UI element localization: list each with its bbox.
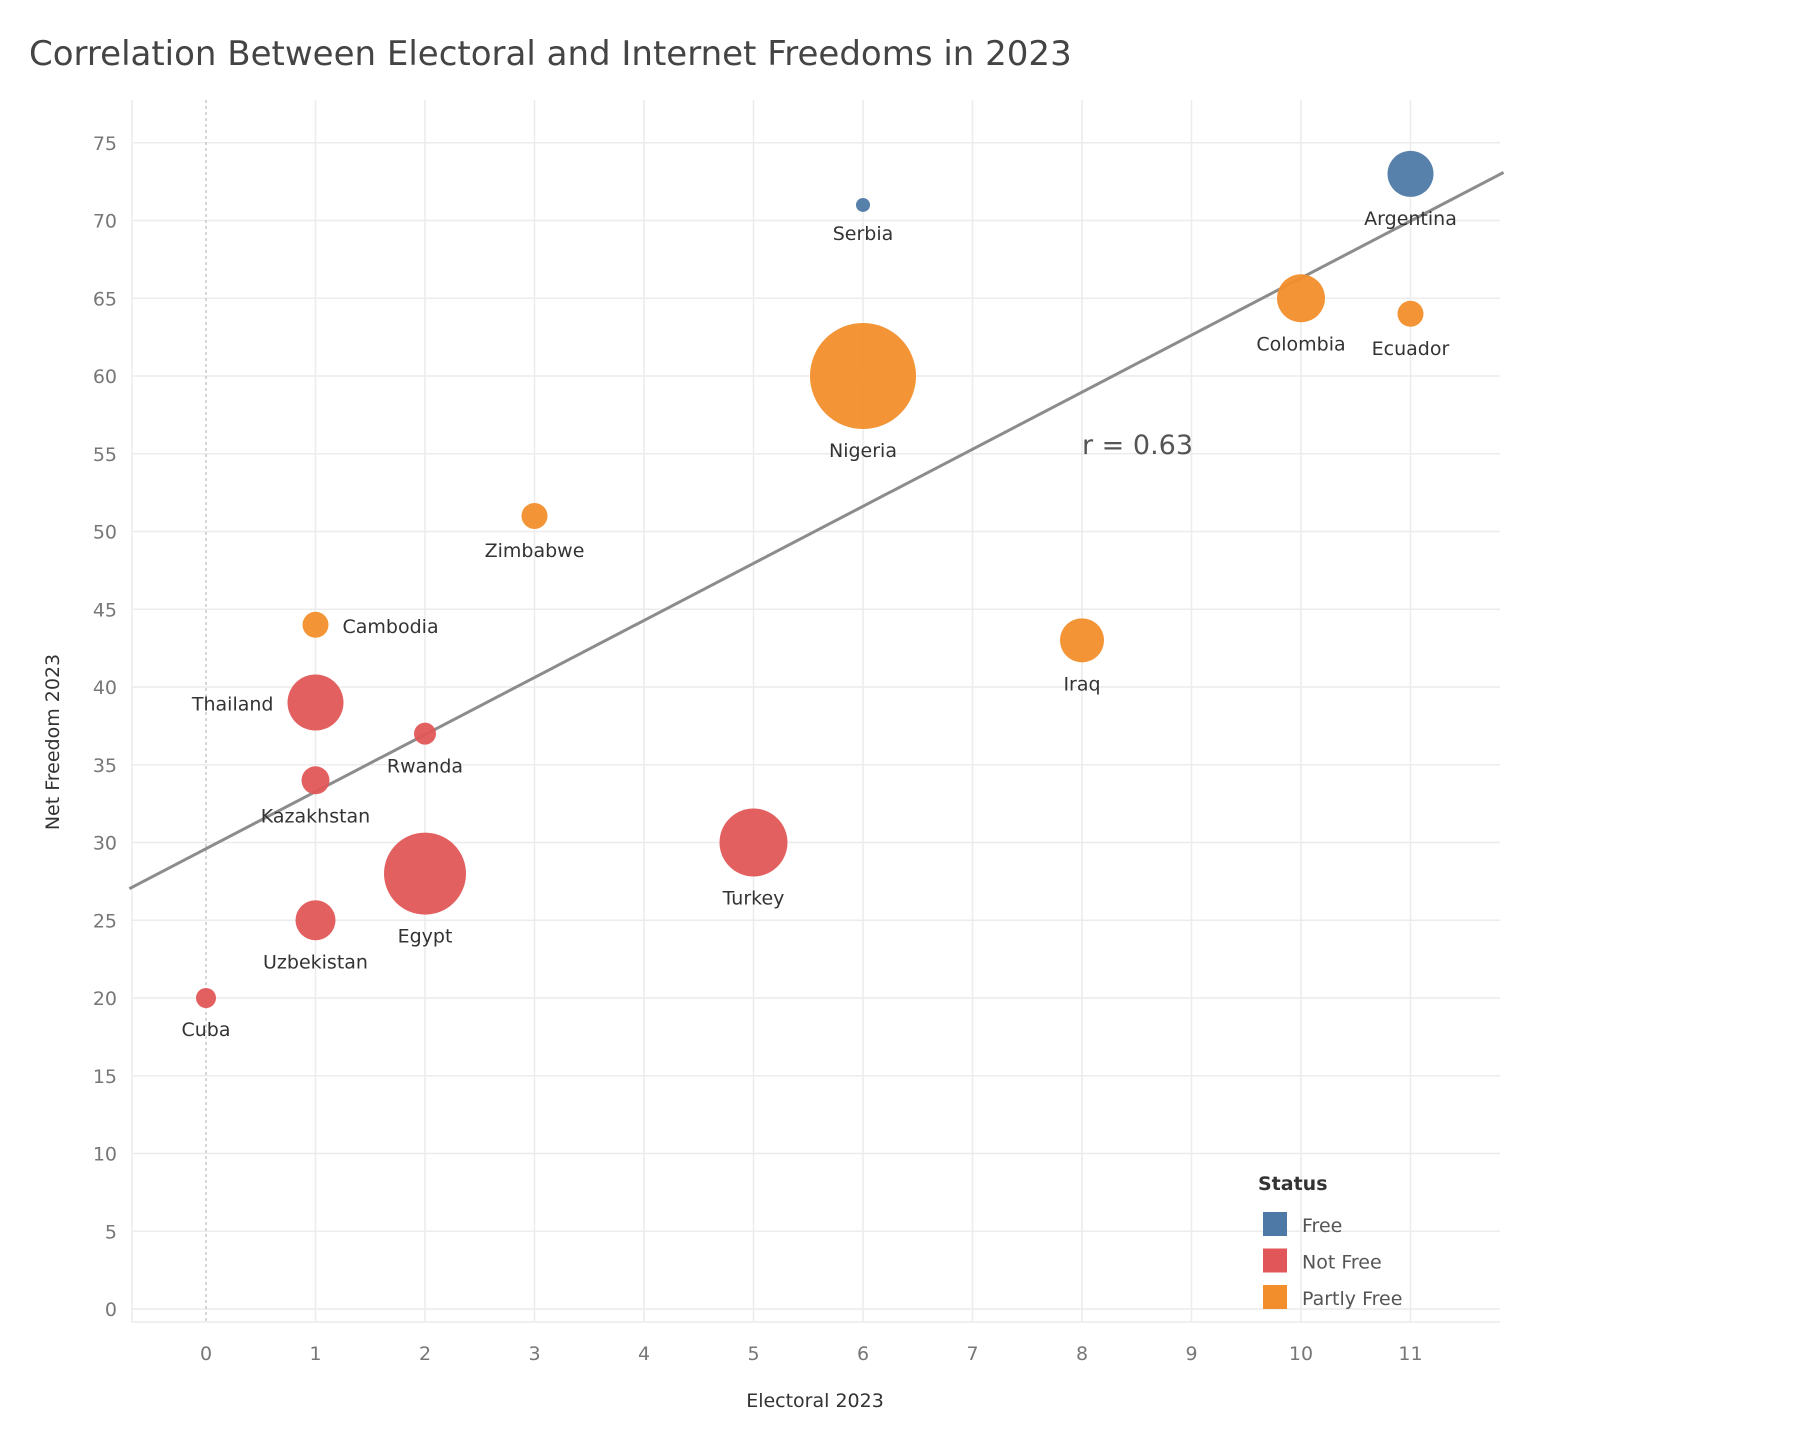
axes-layer: Electoral 2023 Net Freedom 2023 r = 0.63… (42, 133, 1423, 1412)
legend-label-not-free: Not Free (1302, 1252, 1382, 1274)
y-tick-label: 70 (93, 211, 117, 233)
point-iraq (1060, 618, 1104, 663)
x-axis-label: Electoral 2023 (746, 1390, 884, 1412)
y-tick-label: 75 (93, 133, 117, 155)
correlation-annotation: r = 0.63 (1082, 430, 1193, 461)
label-colombia: Colombia (1256, 333, 1345, 355)
label-iraq: Iraq (1063, 673, 1100, 695)
legend-title: Status (1258, 1173, 1328, 1195)
legend-swatch-partly-free (1263, 1285, 1287, 1309)
label-thailand: Thailand (191, 694, 274, 716)
label-uzbekistan: Uzbekistan (263, 951, 368, 973)
label-rwanda: Rwanda (387, 756, 463, 778)
point-colombia (1277, 274, 1325, 323)
y-tick-label: 25 (93, 910, 117, 932)
y-tick-label: 40 (93, 677, 117, 699)
y-tick-label: 50 (93, 522, 117, 544)
x-tick-label: 0 (200, 1343, 212, 1365)
y-tick-label: 15 (93, 1066, 117, 1088)
label-argentina: Argentina (1364, 208, 1457, 230)
legend-swatch-not-free (1263, 1248, 1287, 1273)
trendline-layer (128, 171, 1505, 890)
label-cuba: Cuba (181, 1019, 230, 1041)
point-thailand (287, 674, 344, 731)
x-tick-label: 5 (747, 1343, 759, 1365)
x-tick-label: 7 (966, 1343, 978, 1365)
legend: Status Free Not Free Partly Free (1258, 1173, 1402, 1310)
y-tick-label: 60 (93, 366, 117, 388)
point-egypt (384, 832, 466, 915)
point-turkey (719, 808, 788, 877)
y-axis-label: Net Freedom 2023 (42, 654, 64, 830)
label-egypt: Egypt (398, 926, 453, 948)
legend-label-partly-free: Partly Free (1302, 1288, 1402, 1310)
point-kazakhstan (301, 766, 330, 795)
chart-title: Correlation Between Electoral and Intern… (29, 34, 1072, 74)
legend-label-free: Free (1302, 1215, 1342, 1237)
x-tick-label: 2 (419, 1343, 431, 1365)
x-tick-label: 8 (1076, 1343, 1088, 1365)
y-tick-label: 65 (93, 288, 117, 310)
data-points-layer (196, 150, 1434, 1008)
point-rwanda (414, 722, 436, 745)
x-tick-label: 10 (1289, 1343, 1313, 1365)
x-tick-label: 4 (638, 1343, 650, 1365)
y-tick-label: 45 (93, 599, 117, 621)
x-tick-label: 1 (309, 1343, 321, 1365)
point-serbia (856, 197, 870, 212)
trendline (128, 171, 1505, 890)
point-labels-layer: Nigeria Egypt Turkey Thailand Colombia Argent… (181, 208, 1456, 1041)
x-tick-label: 11 (1398, 1343, 1422, 1365)
y-tick-label: 35 (93, 755, 117, 777)
x-tick-label: 3 (528, 1343, 540, 1365)
y-tick-label: 55 (93, 444, 117, 466)
y-tick-label: 10 (93, 1144, 117, 1166)
label-cambodia: Cambodia (343, 616, 439, 638)
point-ecuador (1397, 300, 1424, 327)
label-kazakhstan: Kazakhstan (261, 805, 370, 827)
point-cuba (196, 988, 216, 1008)
label-ecuador: Ecuador (1372, 338, 1450, 360)
label-nigeria: Nigeria (829, 440, 897, 462)
point-nigeria (810, 323, 916, 429)
legend-swatch-free (1263, 1212, 1287, 1236)
y-tick-label: 30 (93, 833, 117, 855)
x-tick-label: 9 (1185, 1343, 1197, 1365)
point-zimbabwe (521, 502, 548, 529)
point-argentina (1387, 150, 1434, 197)
y-tick-label: 20 (93, 988, 117, 1010)
y-tick-label: 0 (105, 1299, 117, 1321)
y-tick-label: 5 (105, 1221, 117, 1243)
point-cambodia (302, 611, 329, 638)
label-zimbabwe: Zimbabwe (485, 540, 585, 562)
x-tick-label: 6 (857, 1343, 869, 1365)
label-turkey: Turkey (722, 888, 785, 910)
point-uzbekistan (295, 900, 336, 941)
label-serbia: Serbia (833, 223, 894, 245)
